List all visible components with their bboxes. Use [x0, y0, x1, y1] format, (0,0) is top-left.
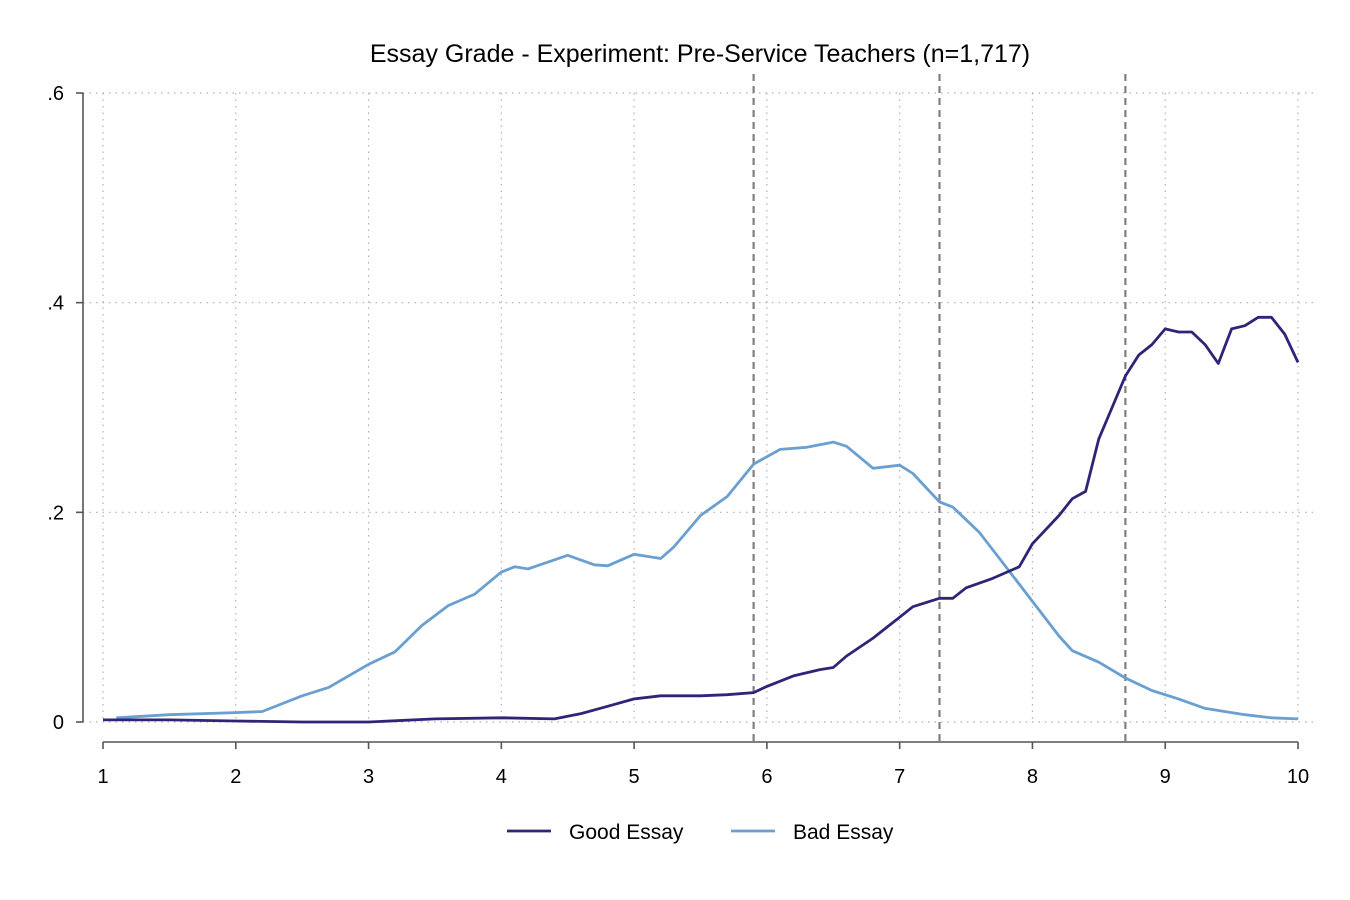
- series-lines: [103, 315, 1300, 724]
- grid: [83, 92, 1318, 723]
- reference-lines: [752, 74, 1127, 742]
- x-tick-label-2: 3: [363, 766, 374, 788]
- x-tick-label-0: 1: [97, 766, 108, 788]
- x-tick-label-9: 10: [1287, 766, 1309, 788]
- series-line-good-essay: [103, 315, 1300, 724]
- legend: Good Essay Bad Essay: [507, 821, 894, 844]
- x-tick-label-6: 7: [894, 766, 905, 788]
- x-tick-label-8: 9: [1160, 766, 1171, 788]
- chart-title: Essay Grade - Experiment: Pre-Service Te…: [370, 40, 1030, 68]
- series-line-bad-essay: [116, 440, 1299, 721]
- x-tick-label-5: 6: [761, 766, 772, 788]
- x-tick-label-7: 8: [1027, 766, 1038, 788]
- legend-label-0: Good Essay: [569, 821, 684, 844]
- axes: 0 .2 .4 .6 1 2 3 4 5 6 7 8 9 10: [47, 83, 1309, 788]
- y-tick-label-1: .2: [47, 502, 64, 524]
- x-tick-label-1: 2: [230, 766, 241, 788]
- x-tick-label-4: 5: [629, 766, 640, 788]
- x-tick-label-3: 4: [496, 766, 507, 788]
- y-tick-label-3: .6: [47, 83, 64, 105]
- y-tick-label-2: .4: [47, 293, 64, 315]
- legend-label-1: Bad Essay: [793, 821, 894, 844]
- y-tick-label-0: 0: [53, 712, 64, 734]
